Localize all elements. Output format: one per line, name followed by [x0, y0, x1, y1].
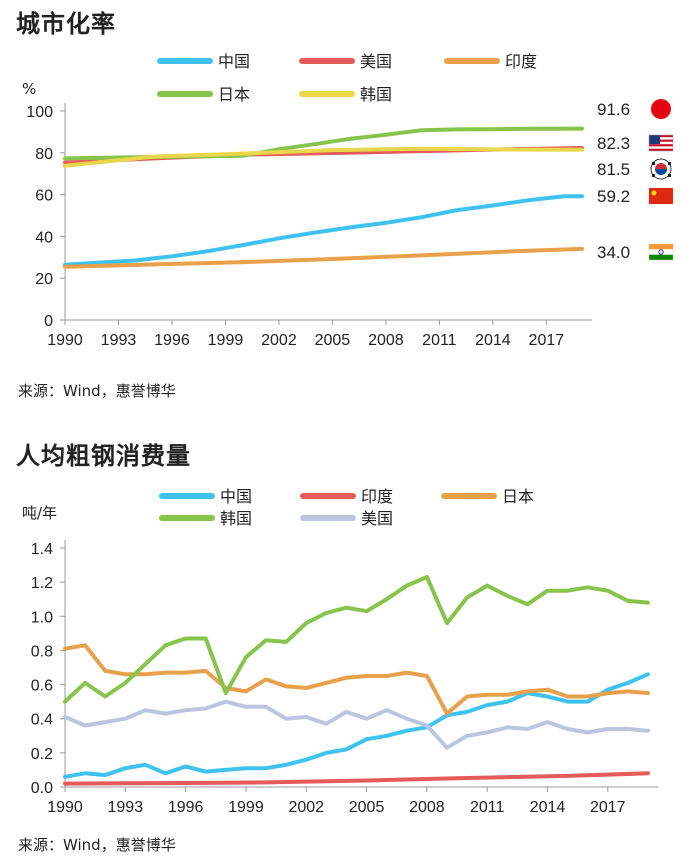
- x-tick-label: 1996: [168, 799, 204, 816]
- y-tick-label: 40: [35, 229, 53, 246]
- korea-flag-icon: [650, 158, 672, 180]
- end-value-label: 59.2: [597, 187, 630, 206]
- y-unit-label: %: [22, 80, 36, 98]
- legend-label: 韩国: [220, 509, 252, 528]
- chart2-title: 人均粗钢消费量: [16, 442, 191, 470]
- series-line-0: [63, 194, 584, 267]
- series-line-4: [63, 146, 584, 168]
- x-tick-label: 2014: [475, 332, 511, 349]
- y-tick-label: 1.0: [31, 609, 53, 626]
- x-tick-label: 2008: [368, 332, 404, 349]
- x-tick-label: 2008: [409, 799, 445, 816]
- x-tick-label: 2017: [590, 799, 626, 816]
- y-tick-label: 1.4: [31, 541, 53, 558]
- y-tick-label: 60: [35, 188, 53, 205]
- series-line-2: [63, 246, 584, 269]
- x-tick-label: 2011: [422, 332, 457, 349]
- x-tick-label: 1990: [47, 332, 83, 349]
- x-tick-label: 2011: [470, 799, 505, 816]
- y-tick-label: 0: [44, 313, 53, 330]
- india-flag-icon: [648, 243, 674, 261]
- x-tick-label: 2002: [261, 332, 297, 349]
- x-tick-label: 2014: [530, 799, 566, 816]
- x-tick-label: 2005: [315, 332, 351, 349]
- chart2-source: 来源：Wind，惠誉博华: [18, 836, 176, 854]
- end-value-label: 81.5: [597, 160, 630, 179]
- legend-label: 中国: [220, 487, 252, 506]
- series-line-1: [63, 771, 650, 786]
- chart1-title: 城市化率: [16, 10, 116, 38]
- x-tick-label: 2005: [349, 799, 385, 816]
- x-tick-label: 1999: [228, 799, 264, 816]
- x-tick-label: 2002: [288, 799, 324, 816]
- legend-label: 印度: [361, 487, 393, 506]
- legend-label: 印度: [505, 52, 537, 71]
- y-tick-label: 0.6: [31, 678, 53, 695]
- legend-label: 中国: [218, 52, 250, 71]
- legend-label: 美国: [360, 52, 392, 71]
- x-tick-label: 2017: [529, 332, 565, 349]
- series-line-3: [63, 575, 650, 704]
- x-tick-label: 1993: [108, 799, 144, 816]
- series-line-4: [63, 699, 650, 750]
- legend-label: 日本: [218, 85, 250, 104]
- y-tick-label: 0.8: [31, 643, 53, 660]
- series-line-2: [63, 643, 650, 716]
- y-tick-label: 0.4: [31, 712, 53, 729]
- legend-label: 日本: [502, 487, 534, 506]
- y-tick-label: 80: [35, 146, 53, 163]
- y-tick-label: 20: [35, 271, 53, 288]
- x-tick-label: 1999: [208, 332, 244, 349]
- legend-label: 美国: [361, 509, 393, 528]
- japan-flag-icon: [651, 99, 671, 119]
- y-tick-label: 1.2: [31, 575, 53, 592]
- x-tick-label: 1996: [154, 332, 190, 349]
- x-tick-label: 1990: [47, 799, 83, 816]
- x-tick-label: 1993: [101, 332, 137, 349]
- y-unit-label: 吨/年: [22, 504, 57, 522]
- y-tick-label: 100: [26, 104, 53, 121]
- y-tick-label: 0.2: [31, 746, 53, 763]
- legend-label: 韩国: [360, 85, 392, 104]
- end-value-label: 91.6: [597, 100, 630, 119]
- chart1-source: 来源：Wind，惠誉博华: [18, 382, 176, 400]
- china-flag-icon: [649, 188, 673, 204]
- end-value-label: 34.0: [597, 243, 630, 262]
- series-line-0: [63, 672, 650, 779]
- y-tick-label: 0.0: [31, 780, 53, 797]
- end-value-label: 82.3: [597, 134, 630, 153]
- usa-flag-icon: [648, 134, 674, 152]
